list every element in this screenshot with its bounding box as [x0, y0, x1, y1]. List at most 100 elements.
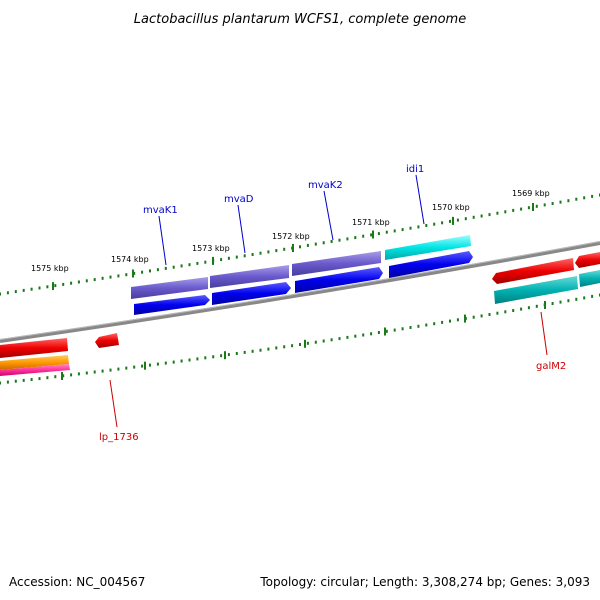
upper-minor-tick — [133, 271, 136, 275]
feature-row-upper — [131, 235, 471, 299]
lower-major-tick — [304, 339, 306, 348]
lower-minor-tick — [267, 347, 270, 351]
feature-galM2[interactable] — [494, 276, 578, 304]
upper-minor-tick — [156, 268, 159, 272]
upper-minor-tick — [559, 200, 562, 204]
upper-minor-tick — [196, 261, 199, 265]
gene-label-mvaK2[interactable]: mvaK2 — [308, 180, 343, 191]
upper-minor-tick — [409, 226, 412, 230]
upper-minor-tick — [567, 199, 570, 203]
upper-minor-tick — [227, 256, 230, 260]
lower-minor-tick — [417, 324, 420, 328]
upper-minor-tick — [401, 228, 404, 232]
upper-minor-tick — [141, 270, 144, 274]
feature-orange-left[interactable] — [0, 355, 69, 370]
feature-mvaK2[interactable] — [292, 251, 381, 276]
lower-minor-tick — [30, 378, 33, 381]
gene-label-mvaK1[interactable]: mvaK1 — [143, 205, 178, 216]
upper-minor-tick — [30, 287, 33, 291]
upper-minor-tick — [370, 233, 373, 237]
lower-minor-tick — [385, 329, 388, 333]
gene-label-idi1[interactable]: idi1 — [406, 164, 424, 175]
lower-minor-tick — [504, 310, 507, 314]
feature-mvaD[interactable] — [210, 265, 289, 288]
upper-minor-tick — [62, 282, 65, 286]
upper-minor-tick — [543, 203, 546, 207]
leader-mvaD — [237, 204, 246, 254]
feature-idi1[interactable] — [385, 235, 471, 260]
upper-minor-tick — [527, 206, 530, 210]
gene-label-mvaD[interactable]: mvaD — [224, 194, 254, 205]
lower-minor-tick — [354, 334, 357, 338]
upper-minor-tick — [77, 280, 80, 284]
lower-minor-tick — [109, 368, 112, 372]
leader-idi1 — [415, 174, 425, 225]
upper-minor-tick — [583, 196, 586, 200]
lower-minor-tick — [527, 306, 530, 310]
upper-minor-tick — [354, 236, 357, 240]
feature-teal-right-2[interactable] — [579, 270, 600, 287]
upper-minor-tick — [575, 197, 578, 201]
lower-minor-tick — [259, 348, 262, 352]
gene-label-galM2[interactable]: galM2 — [536, 361, 566, 372]
gene-label-lp_1736[interactable]: lp_1736 — [99, 432, 139, 443]
lower-minor-tick — [488, 313, 491, 316]
lower-minor-tick — [370, 332, 373, 336]
lower-minor-tick — [409, 326, 412, 329]
lower-minor-tick — [275, 346, 278, 350]
upper-minor-tick — [488, 213, 491, 217]
upper-minor-tick — [93, 278, 96, 282]
upper-minor-tick — [251, 253, 254, 256]
upper-minor-tick — [180, 264, 183, 268]
lower-minor-tick — [496, 311, 499, 315]
upper-minor-tick — [512, 208, 515, 212]
upper-minor-tick — [456, 218, 459, 222]
feature-lp_1736[interactable] — [95, 333, 119, 348]
lower-minor-tick — [575, 297, 578, 301]
leader-lp_1736 — [109, 379, 118, 428]
genome-backbone — [0, 241, 600, 343]
upper-minor-tick — [38, 286, 41, 290]
lower-minor-tick — [204, 356, 207, 360]
feature-red-right-1[interactable] — [492, 258, 574, 284]
leader-mvaK1 — [158, 215, 167, 266]
lower-minor-tick — [62, 374, 65, 378]
feature-blue-4[interactable] — [389, 251, 473, 278]
lower-minor-tick — [77, 372, 80, 376]
lower-minor-tick — [220, 354, 223, 358]
feature-mvaK1[interactable] — [131, 277, 208, 299]
upper-minor-tick — [125, 273, 128, 277]
lower-minor-tick — [22, 378, 25, 382]
lower-minor-tick — [535, 304, 538, 308]
feature-blue-1[interactable] — [134, 295, 210, 315]
upper-minor-tick — [362, 234, 365, 238]
lower-minor-tick — [433, 322, 436, 326]
upper-minor-tick — [433, 222, 436, 226]
lower-minor-tick — [480, 314, 483, 318]
lower-minor-tick — [212, 355, 215, 359]
upper-minor-tick — [204, 260, 207, 264]
feature-red-right-2[interactable] — [575, 252, 600, 268]
feature-blue-2[interactable] — [212, 282, 291, 305]
lower-minor-tick — [377, 331, 380, 334]
upper-minor-tick — [70, 281, 73, 285]
feature-pink-left[interactable] — [0, 364, 70, 376]
lower-minor-tick — [117, 367, 120, 371]
lower-minor-tick — [401, 327, 404, 331]
upper-minor-tick — [425, 224, 428, 227]
lower-minor-tick — [441, 320, 444, 324]
footer-summary: Topology: circular; Length: 3,308,274 bp… — [259, 575, 590, 589]
lower-minor-tick — [156, 362, 159, 366]
upper-minor-tick — [85, 279, 88, 283]
scale-label-1569: 1569 kbp — [512, 189, 550, 198]
upper-minor-tick — [172, 265, 175, 269]
lower-minor-tick — [196, 357, 199, 361]
upper-minor-tick — [330, 240, 333, 243]
map-title: Lactobacillus plantarum WCFS1, complete … — [134, 12, 466, 27]
upper-major-tick — [132, 269, 134, 278]
feature-red-left[interactable] — [0, 338, 68, 358]
lower-minor-tick — [322, 339, 325, 343]
upper-minor-tick — [220, 258, 223, 262]
lower-minor-tick — [6, 380, 9, 384]
feature-blue-3[interactable] — [295, 267, 383, 293]
